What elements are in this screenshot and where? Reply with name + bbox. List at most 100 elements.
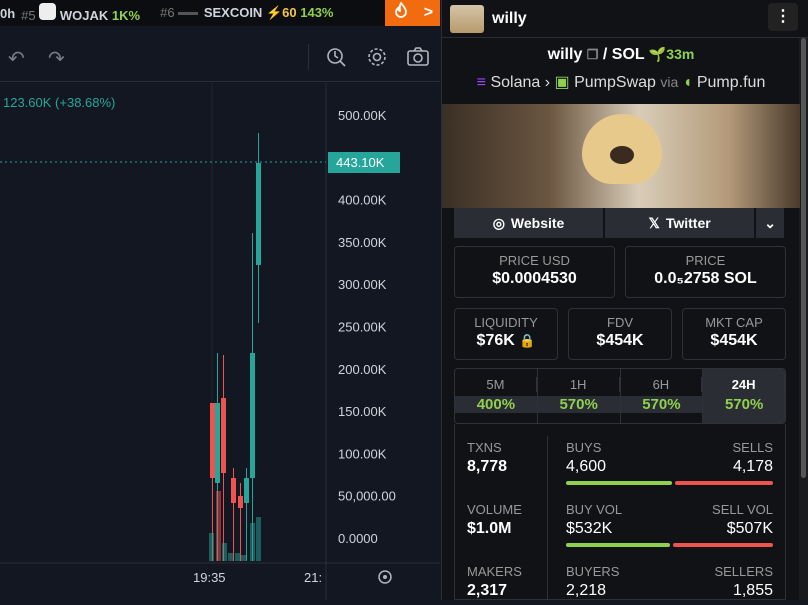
panel-header: willy [442, 0, 808, 38]
sexcoin-token-icon [178, 12, 199, 16]
liquidity-card: LIQUIDITY $76K 🔒 [454, 308, 558, 360]
y-tick-label: 150.00K [338, 404, 387, 419]
wojak-token-icon [39, 3, 57, 20]
y-tick-label: 350.00K [338, 235, 387, 250]
trending-ticker: 0h #5 WOJAK 1K% #6 SEXCOIN ⚡60 143% [0, 0, 440, 26]
header-username: willy [492, 9, 527, 27]
sellers-value: 1,855 [732, 582, 773, 599]
social-links: ◎ Website 𝕏 Twitter ⌄ [454, 208, 784, 238]
solana-icon: ≡ [476, 74, 486, 91]
tab-5m[interactable]: 5M 400% [455, 369, 538, 423]
y-tick-label: 250.00K [338, 320, 387, 335]
chart-toolbar: ↶ ↷ [0, 26, 440, 82]
lock-icon: 🔒 [519, 333, 536, 348]
more-menu-button[interactable]: ⋮ [768, 3, 798, 31]
y-tick-label: 300.00K [338, 277, 387, 292]
volume-bar [250, 523, 255, 561]
chain-breadcrumb: ≡ Solana › ▣ PumpSwap via ◖ Pump.fun [476, 74, 766, 91]
y-tick-label: 200.00K [338, 362, 387, 377]
tab-1h[interactable]: 1H 570% [537, 369, 621, 423]
sells-bar [675, 481, 773, 485]
globe-icon: ◎ [492, 214, 505, 231]
candle [244, 478, 249, 503]
chain-network[interactable]: Solana [490, 74, 541, 91]
y-tick-label: 50,000.00 [338, 489, 396, 504]
token-info-panel: willy ⋮ willy ❐ / SOL 🌱33m ≡ Solana › ▣ … [441, 0, 808, 600]
makers-value: 2,317 [467, 582, 508, 599]
pumpswap-icon: ▣ [554, 74, 570, 91]
price-tag: 443.10K [336, 155, 385, 170]
price-chart[interactable]: 123.60K (+38.68%) 500.00K450.00K400.00K3… [0, 83, 440, 600]
candle [215, 403, 220, 483]
y-tick-label: 400.00K [338, 193, 387, 208]
chain-launchpad[interactable]: Pump.fun [696, 74, 766, 91]
timeframe-tabs: 5M 400% 1H 570% 6H 570% 24H 570% [454, 368, 786, 424]
undo-icon[interactable]: ↶ [8, 48, 25, 70]
website-button[interactable]: ◎ Website [454, 208, 604, 238]
buys-value: 4,600 [566, 458, 607, 475]
tab-6h[interactable]: 6H 570% [620, 369, 704, 423]
price-native: 0.0₅2758 SOL [654, 270, 757, 287]
tab-24h[interactable]: 24H 570% [703, 369, 785, 423]
copy-icon[interactable]: ❐ [586, 47, 599, 62]
volume-bar [235, 553, 240, 561]
candle [256, 163, 261, 265]
ticker-item-sexcoin[interactable]: #6 SEXCOIN ⚡60 143% [160, 5, 334, 20]
fire-icon [392, 0, 410, 25]
price-tag-bg [328, 152, 400, 173]
quick-search-icon[interactable] [325, 46, 347, 74]
txns-value: 8,778 [467, 458, 508, 475]
candle [231, 478, 236, 503]
volume-bar [228, 553, 233, 561]
ticker-lead: 0h [0, 5, 16, 21]
pill-icon: ◖ [682, 74, 693, 91]
sell-vol-value: $507K [726, 520, 773, 537]
settings-gear-icon[interactable] [366, 46, 388, 74]
candle [210, 403, 215, 478]
scrollbar[interactable] [799, 38, 808, 600]
chevron-right-icon: > [423, 4, 434, 21]
price-change-label: 123.60K (+38.68%) [3, 95, 115, 110]
twitter-button[interactable]: 𝕏 Twitter [605, 208, 755, 238]
volume-bar [241, 555, 246, 561]
price-usd-card: PRICE USD $0.0004530 [454, 246, 615, 298]
token-banner-image [442, 104, 800, 208]
volume-bar [209, 533, 214, 561]
pair-title: willy ❐ / SOL 🌱33m [547, 46, 695, 63]
candlestick-chart-svg[interactable]: 123.60K (+38.68%) 500.00K450.00K400.00K3… [0, 83, 440, 600]
chevron-down-icon: ⌄ [764, 214, 776, 231]
chevron-right-icon: › [544, 74, 551, 91]
buy-vol-value: $532K [566, 520, 613, 537]
camera-icon[interactable] [406, 46, 430, 74]
trending-button[interactable]: > [385, 0, 440, 26]
fdv-card: FDV $454K [568, 308, 672, 360]
sell-vol-bar [673, 543, 773, 547]
buy-vol-bar [566, 543, 670, 547]
sells-value: 4,178 [732, 458, 773, 475]
more-links-button[interactable]: ⌄ [756, 208, 784, 238]
candle [238, 496, 243, 508]
candle [221, 398, 226, 473]
chain-dex[interactable]: PumpSwap [574, 74, 656, 91]
market-cap-card: MKT CAP $454K [682, 308, 786, 360]
candle [250, 353, 255, 478]
y-tick-label: 0.0000 [338, 531, 378, 546]
y-tick-label: 500.00K [338, 108, 387, 123]
volume-bar [216, 491, 221, 561]
price-native-card: PRICE 0.0₅2758 SOL [625, 246, 786, 298]
axis-settings-icon[interactable] [378, 570, 392, 584]
toolbar-divider [308, 44, 309, 70]
y-tick-label: 100.00K [338, 446, 387, 461]
volume-bar [222, 543, 227, 561]
avatar [450, 4, 484, 33]
trade-stats: TXNS 8,778 BUYS SELLS 4,600 4,178 VOLUME… [454, 424, 786, 600]
time-label: 19:35 [193, 570, 226, 585]
time-label: 21: [304, 570, 322, 585]
volume-bar [256, 517, 261, 561]
price-usd: $0.0004530 [492, 270, 577, 287]
buyers-value: 2,218 [566, 582, 607, 599]
pair-age: 🌱33m [648, 46, 695, 62]
ticker-item-wojak[interactable]: #5 WOJAK 1K% [21, 3, 140, 23]
redo-icon[interactable]: ↷ [48, 48, 65, 70]
x-icon: 𝕏 [648, 214, 660, 231]
